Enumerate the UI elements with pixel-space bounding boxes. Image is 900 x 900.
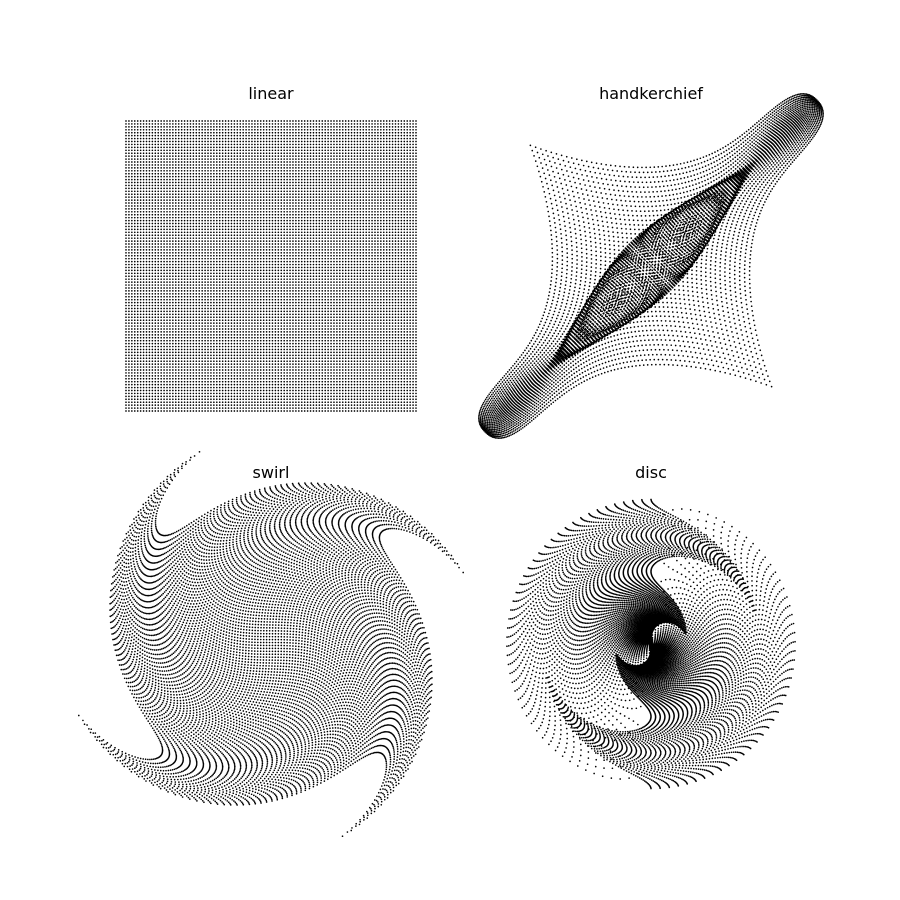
- scatter-points-handkerchief: [478, 93, 824, 439]
- panel-linear: linear: [125, 84, 417, 412]
- scatter-point-set-disc: [506, 498, 796, 790]
- panel-title-swirl: swirl: [253, 463, 290, 482]
- panel-title-disc: disc: [635, 463, 667, 482]
- panel-title-handkerchief: handkerchief: [599, 84, 703, 103]
- scatter-point-set-handkerchief: [478, 93, 824, 439]
- panel-disc: disc: [506, 463, 796, 790]
- scatter-points-disc: [506, 498, 796, 790]
- panel-title-linear: linear: [248, 84, 294, 103]
- panel-swirl: swirl: [77, 450, 465, 838]
- panel-handkerchief: handkerchief: [478, 84, 824, 439]
